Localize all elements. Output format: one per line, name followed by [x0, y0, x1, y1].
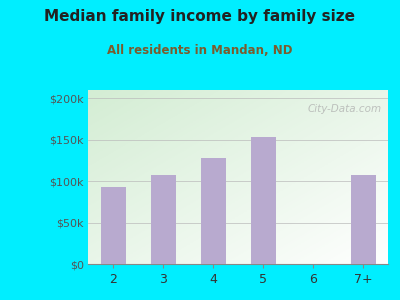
Bar: [200, 158, 226, 264]
Bar: [100, 187, 126, 264]
Text: Median family income by family size: Median family income by family size: [44, 9, 356, 24]
Bar: [250, 137, 276, 264]
Text: City-Data.com: City-Data.com: [308, 104, 382, 114]
Text: All residents in Mandan, ND: All residents in Mandan, ND: [107, 44, 293, 56]
Bar: [350, 175, 376, 264]
Bar: [150, 175, 176, 264]
